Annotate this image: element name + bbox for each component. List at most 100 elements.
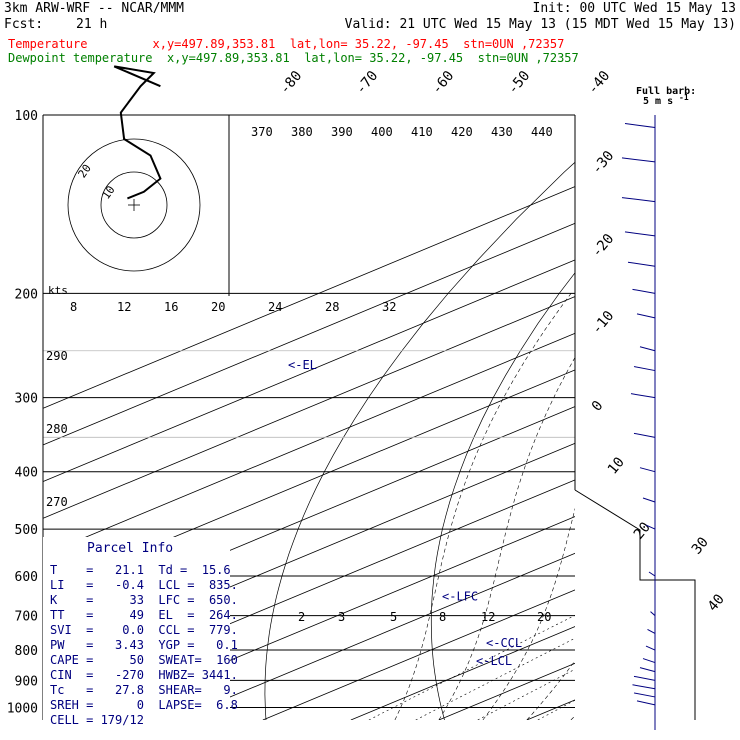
isotherm-label: 30: [689, 534, 712, 557]
mixing-ratio-low-label: 5: [390, 610, 397, 624]
isotherm-line: [43, 369, 575, 593]
parcel-info-row: SREH = 0 LAPSE= 6.8: [50, 698, 238, 712]
moist-adiabat-line: [394, 293, 572, 720]
parcel-level-label: <-LFC: [442, 590, 478, 604]
pressure-label: 300: [15, 392, 38, 407]
isotherm-line: [43, 332, 575, 556]
hodograph-background: [43, 115, 229, 296]
moist-adiabat-line: [615, 293, 740, 720]
isotherm-label: -80: [277, 68, 306, 98]
wind-barb: [642, 658, 656, 664]
isotherm-label: 20: [631, 519, 654, 542]
isotherm-line: [43, 186, 575, 409]
parcel-info-row: K = 33 LFC = 650.: [50, 593, 238, 607]
temperature-profile-line: [664, 115, 740, 704]
isotherm-line: [86, 516, 575, 720]
wind-barb: [633, 692, 656, 698]
isotherm-line: [43, 479, 575, 703]
parcel-level-label: <-LCL: [476, 654, 512, 668]
moist-adiabat-line: [703, 293, 740, 720]
skewt-grid: [43, 115, 740, 720]
wind-profile: Full barb:5 m s -1: [621, 86, 696, 730]
profile-series: [610, 115, 740, 704]
mixing-ratio-low-label: 8: [439, 610, 446, 624]
mixing-ratio-low-label: 20: [537, 610, 551, 624]
wind-barb: [633, 432, 656, 438]
theta-e-label: 400: [371, 125, 393, 139]
parcel-info-row: TT = 49 EL = 264.: [50, 608, 238, 622]
dewpoint-profile-line: [610, 115, 740, 704]
isotherm-line: [43, 222, 575, 446]
moist-adiabat-line: [482, 507, 575, 720]
hodograph-trace: [113, 65, 162, 200]
pressure-label: 200: [15, 287, 38, 302]
hodograph-ring-label: 20: [76, 162, 94, 180]
wind-barb: [627, 261, 656, 267]
wind-barb: [639, 467, 656, 473]
parcel-info-row: Tc = 27.8 SHEAR= 9.: [50, 683, 238, 697]
parcel-info-row: SVI = 0.0 CCL = 779.: [50, 623, 238, 637]
pressure-label: 500: [15, 523, 38, 538]
dry-adiabat-line: [430, 272, 575, 720]
theta-e-label: 410: [411, 125, 433, 139]
wind-barb: [633, 366, 656, 372]
wind-barb: [645, 524, 656, 530]
lower-right-outline: [574, 489, 696, 720]
moist-adiabat-line: [438, 356, 575, 720]
temperature-legend: Temperature x,y=497.89,353.81 lat,lon= 3…: [8, 37, 565, 51]
wind-barb: [621, 197, 656, 203]
mixing-ratio-low-label: 3: [338, 610, 345, 624]
parcel-info-row: LI = -0.4 LCL = 835.: [50, 578, 238, 592]
moist-adiabat-line: [659, 293, 740, 720]
wind-barb: [633, 675, 656, 681]
isotherm-label: -70: [353, 68, 382, 98]
mixing-ratio-line: [368, 614, 575, 720]
isotherm-label: -50: [505, 68, 534, 98]
isotherm-label: -30: [589, 148, 618, 178]
isotherm-line: [350, 626, 575, 720]
wind-barb: [624, 123, 656, 129]
theta-e-label: 370: [251, 125, 273, 139]
mixing-ratio-label: 32: [382, 300, 396, 314]
mixing-ratio-low-label: 2: [298, 610, 305, 624]
dry-adiabat-line: [586, 115, 740, 720]
isotherm-line: [262, 589, 575, 720]
valid-time: Valid: 21 UTC Wed 15 May 13 (15 MDT Wed …: [344, 17, 736, 32]
theta-e-label: 420: [451, 125, 473, 139]
wind-barb: [621, 157, 656, 163]
mixing-ratio-low-label: 12: [481, 610, 495, 624]
pressure-label: 400: [15, 466, 38, 481]
parcel-info-row: T = 21.1 Td = 15.6: [50, 563, 231, 577]
wind-key-exponent: -1: [679, 93, 689, 102]
theta-e-label: 380: [291, 125, 313, 139]
pressure-label: 700: [15, 610, 38, 625]
init-time: Init: 00 UTC Wed 15 May 13: [532, 1, 737, 16]
hodograph-ring-label: 10: [99, 183, 117, 201]
forecast-hour-label: Fcst:: [4, 17, 44, 32]
isotherm-label: 0: [589, 398, 607, 415]
wind-barb: [645, 645, 656, 651]
mixing-ratio-label: 8: [70, 300, 77, 314]
mixing-ratio-line: [664, 576, 740, 720]
mixing-ratio-line: [415, 637, 575, 720]
parcel-level-label: <-EL: [288, 358, 317, 372]
model-title: 3km ARW-WRF -- NCAR/MMM: [4, 1, 185, 16]
mixing-ratio-line: [477, 668, 575, 720]
moist-adiabat-line: [526, 660, 575, 720]
isotherm-label: -10: [589, 308, 618, 338]
mixing-ratio-label: 16: [164, 300, 178, 314]
hodograph-unit-label: kts: [48, 284, 68, 297]
parcel-info-title: Parcel Info: [87, 541, 173, 556]
isotherm-label: -20: [589, 231, 618, 261]
pressure-label: 100: [15, 109, 38, 124]
mixing-ratio-label: 12: [117, 300, 131, 314]
hodograph-ring: [67, 138, 201, 272]
wind-barb: [636, 700, 656, 706]
theta-e-label: 430: [491, 125, 513, 139]
forecast-hour-value: 21 h: [76, 17, 108, 32]
parcel-info-row: CIN = -270 HWBZ= 3441.: [50, 668, 238, 682]
parcel-info-row: CELL = 179/12: [50, 713, 144, 727]
isotherm-line: [43, 259, 575, 483]
